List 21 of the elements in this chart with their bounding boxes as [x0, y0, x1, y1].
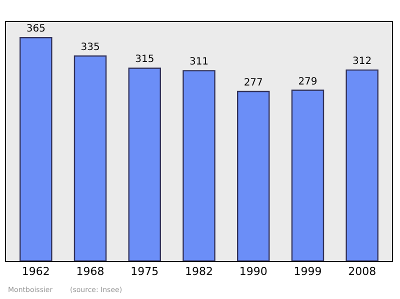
bar — [346, 69, 378, 261]
data-label: 312 — [352, 56, 372, 68]
x-tick-label: 2008 — [348, 265, 376, 278]
x-tick-label: 1990 — [239, 265, 268, 278]
x-tick-label: 1982 — [185, 265, 213, 278]
data-label: 311 — [189, 56, 209, 68]
bar — [128, 68, 161, 261]
bar — [20, 37, 52, 261]
bar — [74, 55, 107, 261]
data-label: 335 — [80, 42, 100, 53]
bar — [182, 70, 216, 261]
data-label: 279 — [298, 76, 318, 88]
data-label: 365 — [26, 24, 46, 35]
x-tick-label: 1999 — [294, 265, 322, 278]
data-label: 277 — [244, 77, 263, 88]
data-label: 315 — [135, 54, 154, 66]
bar — [237, 90, 270, 261]
x-tick-label: 1968 — [76, 265, 104, 278]
x-tick-label: 1962 — [22, 265, 50, 278]
bar — [291, 90, 324, 261]
x-tick-label: 1975 — [130, 265, 159, 278]
